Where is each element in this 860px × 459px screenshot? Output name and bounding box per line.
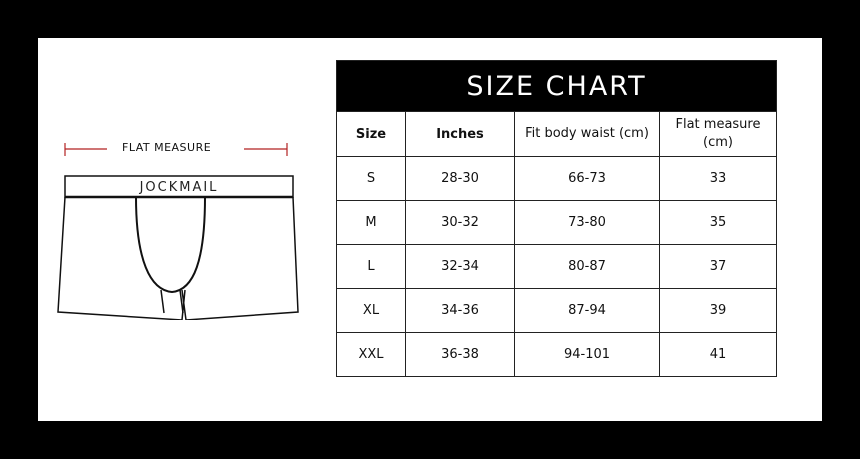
table-row: L 32-34 80-87 37	[336, 244, 777, 289]
cell-waist: 87-94	[514, 288, 660, 333]
cell-inches: 34-36	[405, 288, 515, 333]
cell-waist: 66-73	[514, 156, 660, 201]
flat-measure-label: FLAT MEASURE	[122, 141, 212, 154]
cell-inches: 30-32	[405, 200, 515, 245]
underwear-diagram: JOCKMAIL	[57, 175, 299, 320]
brand-logo: JOCKMAIL	[139, 180, 219, 195]
cell-waist: 80-87	[514, 244, 660, 289]
header-size: Size	[336, 111, 406, 157]
cell-size: XXL	[336, 332, 406, 377]
cell-waist: 73-80	[514, 200, 660, 245]
header-row: Size Inches Fit body waist (cm) Flat mea…	[336, 111, 777, 157]
table-row: M 30-32 73-80 35	[336, 200, 777, 245]
pouch-outline	[135, 196, 206, 294]
cell-size: S	[336, 156, 406, 201]
flat-measure-arrows	[64, 143, 288, 156]
cell-flat: 37	[659, 244, 777, 289]
cell-flat: 41	[659, 332, 777, 377]
cell-size: L	[336, 244, 406, 289]
cell-size: M	[336, 200, 406, 245]
header-fit-waist: Fit body waist (cm)	[514, 111, 660, 157]
cell-flat: 39	[659, 288, 777, 333]
table-row: XL 34-36 87-94 39	[336, 288, 777, 333]
cell-flat: 35	[659, 200, 777, 245]
table-row: S 28-30 66-73 33	[336, 156, 777, 201]
size-chart-table: SIZE CHART Size Inches Fit body waist (c…	[336, 60, 777, 377]
cell-inches: 36-38	[405, 332, 515, 377]
cell-flat: 33	[659, 156, 777, 201]
cell-waist: 94-101	[514, 332, 660, 377]
table-title: SIZE CHART	[336, 60, 777, 112]
table-row: XXL 36-38 94-101 41	[336, 332, 777, 377]
header-inches: Inches	[405, 111, 515, 157]
header-flat-measure: Flat measure (cm)	[659, 111, 777, 157]
legs-outline	[57, 196, 299, 320]
cell-size: XL	[336, 288, 406, 333]
cell-inches: 28-30	[405, 156, 515, 201]
cell-inches: 32-34	[405, 244, 515, 289]
